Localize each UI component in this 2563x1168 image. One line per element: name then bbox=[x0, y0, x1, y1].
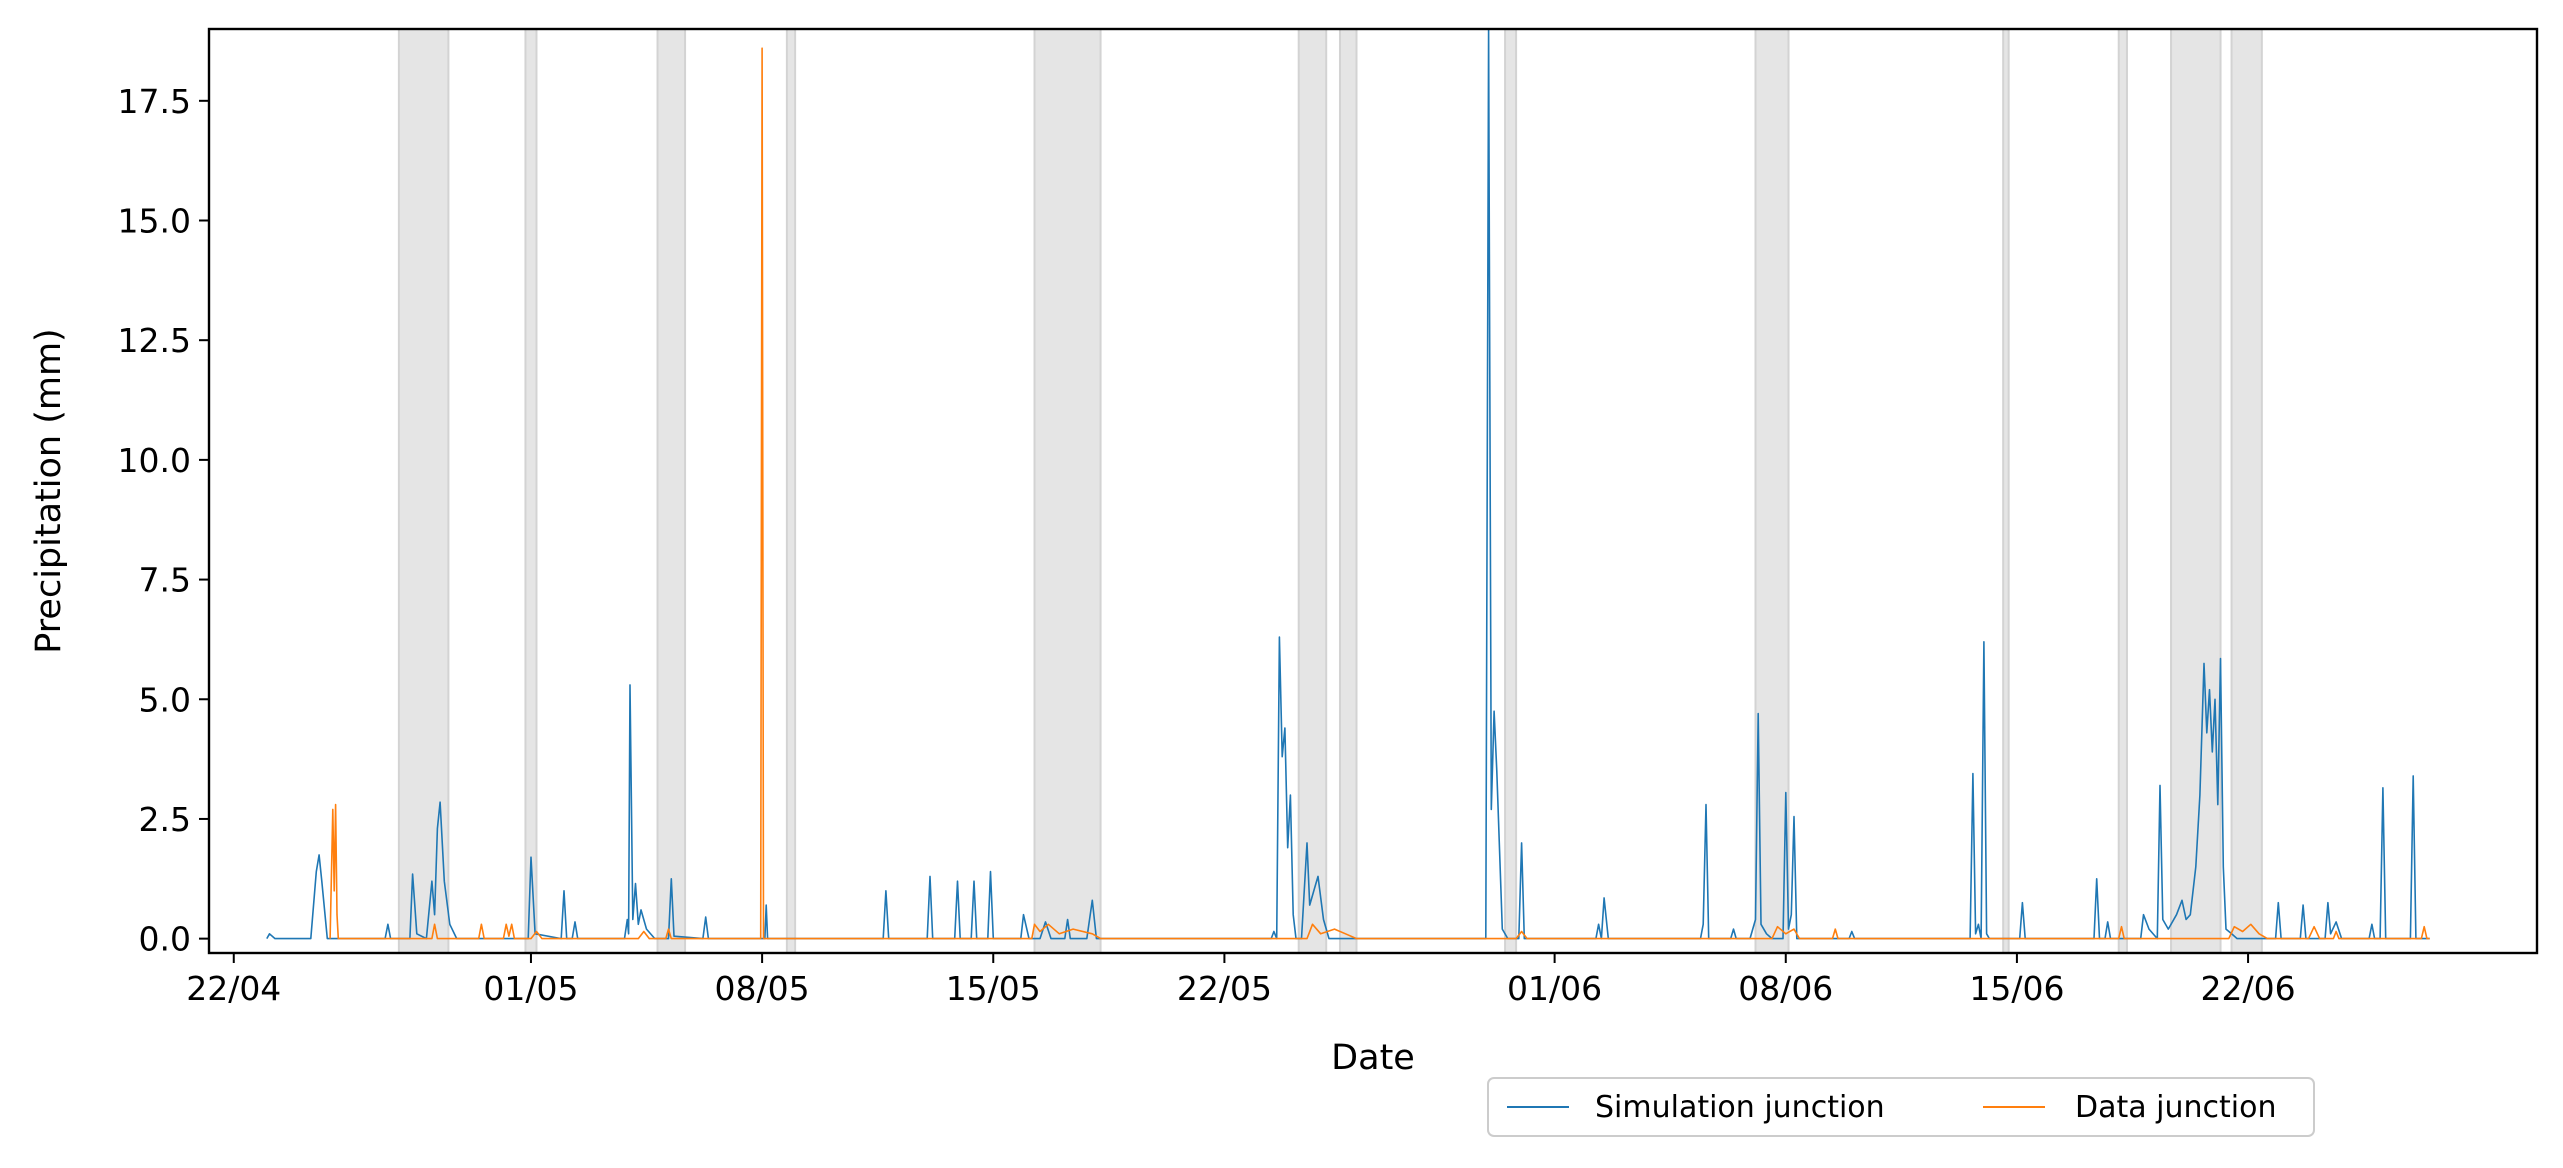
shaded-period-1 bbox=[524, 28, 538, 954]
y-tick-label-0: 0.0 bbox=[139, 920, 191, 959]
legend-box bbox=[1487, 1077, 2315, 1137]
y-axis-label: Precipitation (mm) bbox=[29, 328, 69, 653]
series-lines bbox=[266, 28, 2430, 940]
y-tick-label-4: 10.0 bbox=[118, 441, 191, 480]
shaded-period-8 bbox=[1754, 28, 1790, 954]
y-axis-ticks: 0.0 2.5 5.0 7.5 10.0 12.5 15.0 17.5 bbox=[118, 82, 209, 959]
x-tick-label-1: 01/05 bbox=[483, 969, 578, 1008]
legend: Simulation junction Data junction bbox=[1487, 1077, 2315, 1137]
shaded-period-4 bbox=[1033, 28, 1102, 954]
plot-frame bbox=[207, 27, 2539, 955]
y-tick-label-2: 5.0 bbox=[139, 680, 191, 719]
x-tick-label-4: 22/05 bbox=[1177, 969, 1272, 1008]
shaded-period-6 bbox=[1338, 28, 1358, 954]
x-tick-label-7: 15/06 bbox=[1969, 969, 2064, 1008]
legend-entry-data-junction: Data junction bbox=[2075, 1090, 2277, 1125]
y-tick-label-6: 15.0 bbox=[118, 202, 191, 241]
shaded-period-5 bbox=[1297, 28, 1328, 954]
x-axis-label: Date bbox=[1331, 1038, 1415, 1078]
shaded-period-10 bbox=[2117, 28, 2128, 954]
x-tick-label-3: 15/05 bbox=[946, 969, 1041, 1008]
series-line-data-junction bbox=[329, 47, 2430, 940]
x-tick-label-6: 08/06 bbox=[1738, 969, 1833, 1008]
x-tick-label-8: 22/06 bbox=[2201, 969, 2296, 1008]
legend-entry-simulation-junction: Simulation junction bbox=[1595, 1090, 1885, 1125]
x-tick-label-2: 08/05 bbox=[715, 969, 810, 1008]
shaded-period-12 bbox=[2230, 28, 2263, 954]
shaded-period-9 bbox=[2002, 28, 2010, 954]
shaded-period-11 bbox=[2170, 28, 2222, 954]
x-tick-label-5: 01/06 bbox=[1507, 969, 1602, 1008]
shaded-period-3 bbox=[785, 28, 797, 954]
y-tick-label-5: 12.5 bbox=[118, 321, 191, 360]
y-tick-label-1: 2.5 bbox=[139, 800, 191, 839]
x-tick-label-0: 22/04 bbox=[186, 969, 281, 1008]
y-tick-label-3: 7.5 bbox=[139, 561, 191, 600]
x-axis-ticks: 22/04 01/05 08/05 15/05 22/05 01/06 08/06 15/06… bbox=[186, 953, 2296, 1008]
y-tick-label-7: 17.5 bbox=[118, 82, 191, 121]
shaded-period-0 bbox=[397, 28, 450, 954]
series-line-simulation-junction bbox=[266, 28, 2430, 940]
shaded-period-7 bbox=[1504, 28, 1518, 954]
shaded-periods bbox=[397, 28, 2263, 954]
shaded-period-2 bbox=[656, 28, 687, 954]
